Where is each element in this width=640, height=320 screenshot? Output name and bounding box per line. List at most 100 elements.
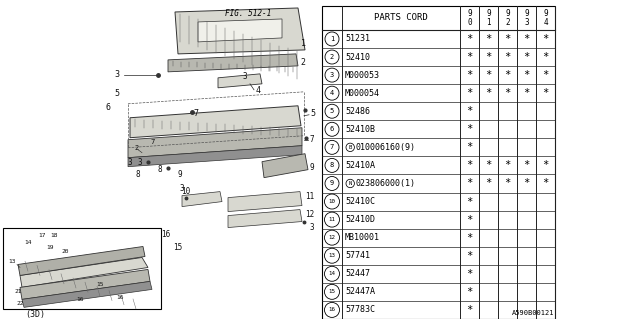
Polygon shape (128, 128, 302, 158)
Text: 16: 16 (76, 297, 84, 302)
Text: 12: 12 (328, 235, 335, 240)
Text: 4: 4 (255, 86, 260, 95)
Text: 13: 13 (8, 259, 15, 264)
Text: *: * (467, 142, 472, 152)
Text: 9: 9 (330, 180, 334, 187)
Text: 1: 1 (330, 36, 334, 42)
Text: 2: 2 (330, 54, 334, 60)
Text: 12: 12 (305, 210, 314, 219)
Bar (3, 228, 161, 309)
Text: *: * (542, 179, 548, 188)
Text: 16: 16 (161, 230, 171, 239)
Text: *: * (467, 287, 472, 297)
Text: 9
2: 9 2 (505, 9, 510, 27)
Text: 17: 17 (38, 233, 45, 238)
Text: 3: 3 (180, 184, 184, 193)
Text: *: * (467, 305, 472, 315)
Text: 7: 7 (151, 139, 155, 145)
Text: MB10001: MB10001 (345, 233, 380, 242)
Text: (3D): (3D) (25, 310, 45, 319)
Text: 8: 8 (136, 170, 140, 179)
Polygon shape (22, 281, 152, 308)
Text: *: * (467, 160, 472, 171)
Polygon shape (128, 146, 302, 167)
Text: 9: 9 (310, 163, 315, 172)
Polygon shape (228, 210, 302, 228)
Polygon shape (262, 154, 308, 178)
Text: 3: 3 (115, 70, 120, 79)
Text: 7: 7 (330, 144, 334, 150)
Text: *: * (485, 179, 492, 188)
Text: *: * (467, 215, 472, 225)
Text: 2: 2 (135, 145, 139, 151)
Text: 52410: 52410 (345, 52, 370, 61)
Text: *: * (467, 233, 472, 243)
Text: *: * (542, 70, 548, 80)
Text: 023806000(1): 023806000(1) (355, 179, 415, 188)
Text: 5: 5 (330, 108, 334, 114)
Text: PARTS CORD: PARTS CORD (374, 13, 428, 22)
Text: 52447A: 52447A (345, 287, 375, 296)
Text: *: * (467, 70, 472, 80)
Text: *: * (504, 52, 511, 62)
Text: *: * (485, 88, 492, 98)
Text: 15: 15 (96, 282, 104, 287)
Text: *: * (485, 70, 492, 80)
Text: 3: 3 (330, 72, 334, 78)
Text: *: * (485, 160, 492, 171)
Text: 52447: 52447 (345, 269, 370, 278)
Text: 8: 8 (330, 163, 334, 168)
Text: 6: 6 (330, 126, 334, 132)
Text: 3: 3 (138, 158, 142, 167)
Text: 7: 7 (193, 109, 198, 118)
Text: 9: 9 (178, 170, 182, 179)
Text: *: * (524, 88, 530, 98)
Polygon shape (20, 258, 148, 287)
Text: *: * (542, 52, 548, 62)
Text: *: * (467, 124, 472, 134)
Text: 6: 6 (106, 103, 111, 112)
Text: 13: 13 (328, 253, 335, 258)
Text: 18: 18 (51, 233, 58, 238)
Text: M000054: M000054 (345, 89, 380, 98)
Text: FIG. 512-1: FIG. 512-1 (225, 9, 271, 18)
Text: *: * (524, 52, 530, 62)
Text: 1: 1 (301, 39, 305, 48)
Text: 9
3: 9 3 (524, 9, 529, 27)
Text: 22: 22 (16, 301, 24, 306)
Polygon shape (18, 246, 145, 276)
Text: N: N (349, 181, 352, 186)
Polygon shape (218, 74, 262, 88)
Text: *: * (504, 88, 511, 98)
Text: 11: 11 (328, 217, 335, 222)
Text: 3: 3 (128, 158, 132, 167)
Text: 19: 19 (46, 245, 54, 250)
Text: 16: 16 (116, 295, 124, 300)
Text: 15: 15 (173, 243, 182, 252)
Polygon shape (182, 192, 222, 207)
Text: 010006160(9): 010006160(9) (355, 143, 415, 152)
Text: 20: 20 (61, 249, 68, 254)
Text: *: * (542, 34, 548, 44)
Text: 8: 8 (157, 165, 163, 174)
Text: 7: 7 (310, 135, 315, 144)
Text: *: * (504, 179, 511, 188)
Text: *: * (467, 34, 472, 44)
Text: M000053: M000053 (345, 71, 380, 80)
Text: 9
1: 9 1 (486, 9, 491, 27)
Text: 52410A: 52410A (345, 161, 375, 170)
Text: *: * (524, 160, 530, 171)
Text: *: * (467, 88, 472, 98)
Text: 9
0: 9 0 (467, 9, 472, 27)
Text: 57741: 57741 (345, 251, 370, 260)
Polygon shape (168, 54, 298, 72)
Text: 14: 14 (24, 240, 32, 245)
Text: *: * (467, 179, 472, 188)
Polygon shape (198, 19, 282, 42)
Text: 52410D: 52410D (345, 215, 375, 224)
Text: *: * (504, 34, 511, 44)
Text: *: * (485, 52, 492, 62)
Text: *: * (524, 34, 530, 44)
Text: *: * (467, 269, 472, 279)
Text: B: B (349, 145, 352, 150)
